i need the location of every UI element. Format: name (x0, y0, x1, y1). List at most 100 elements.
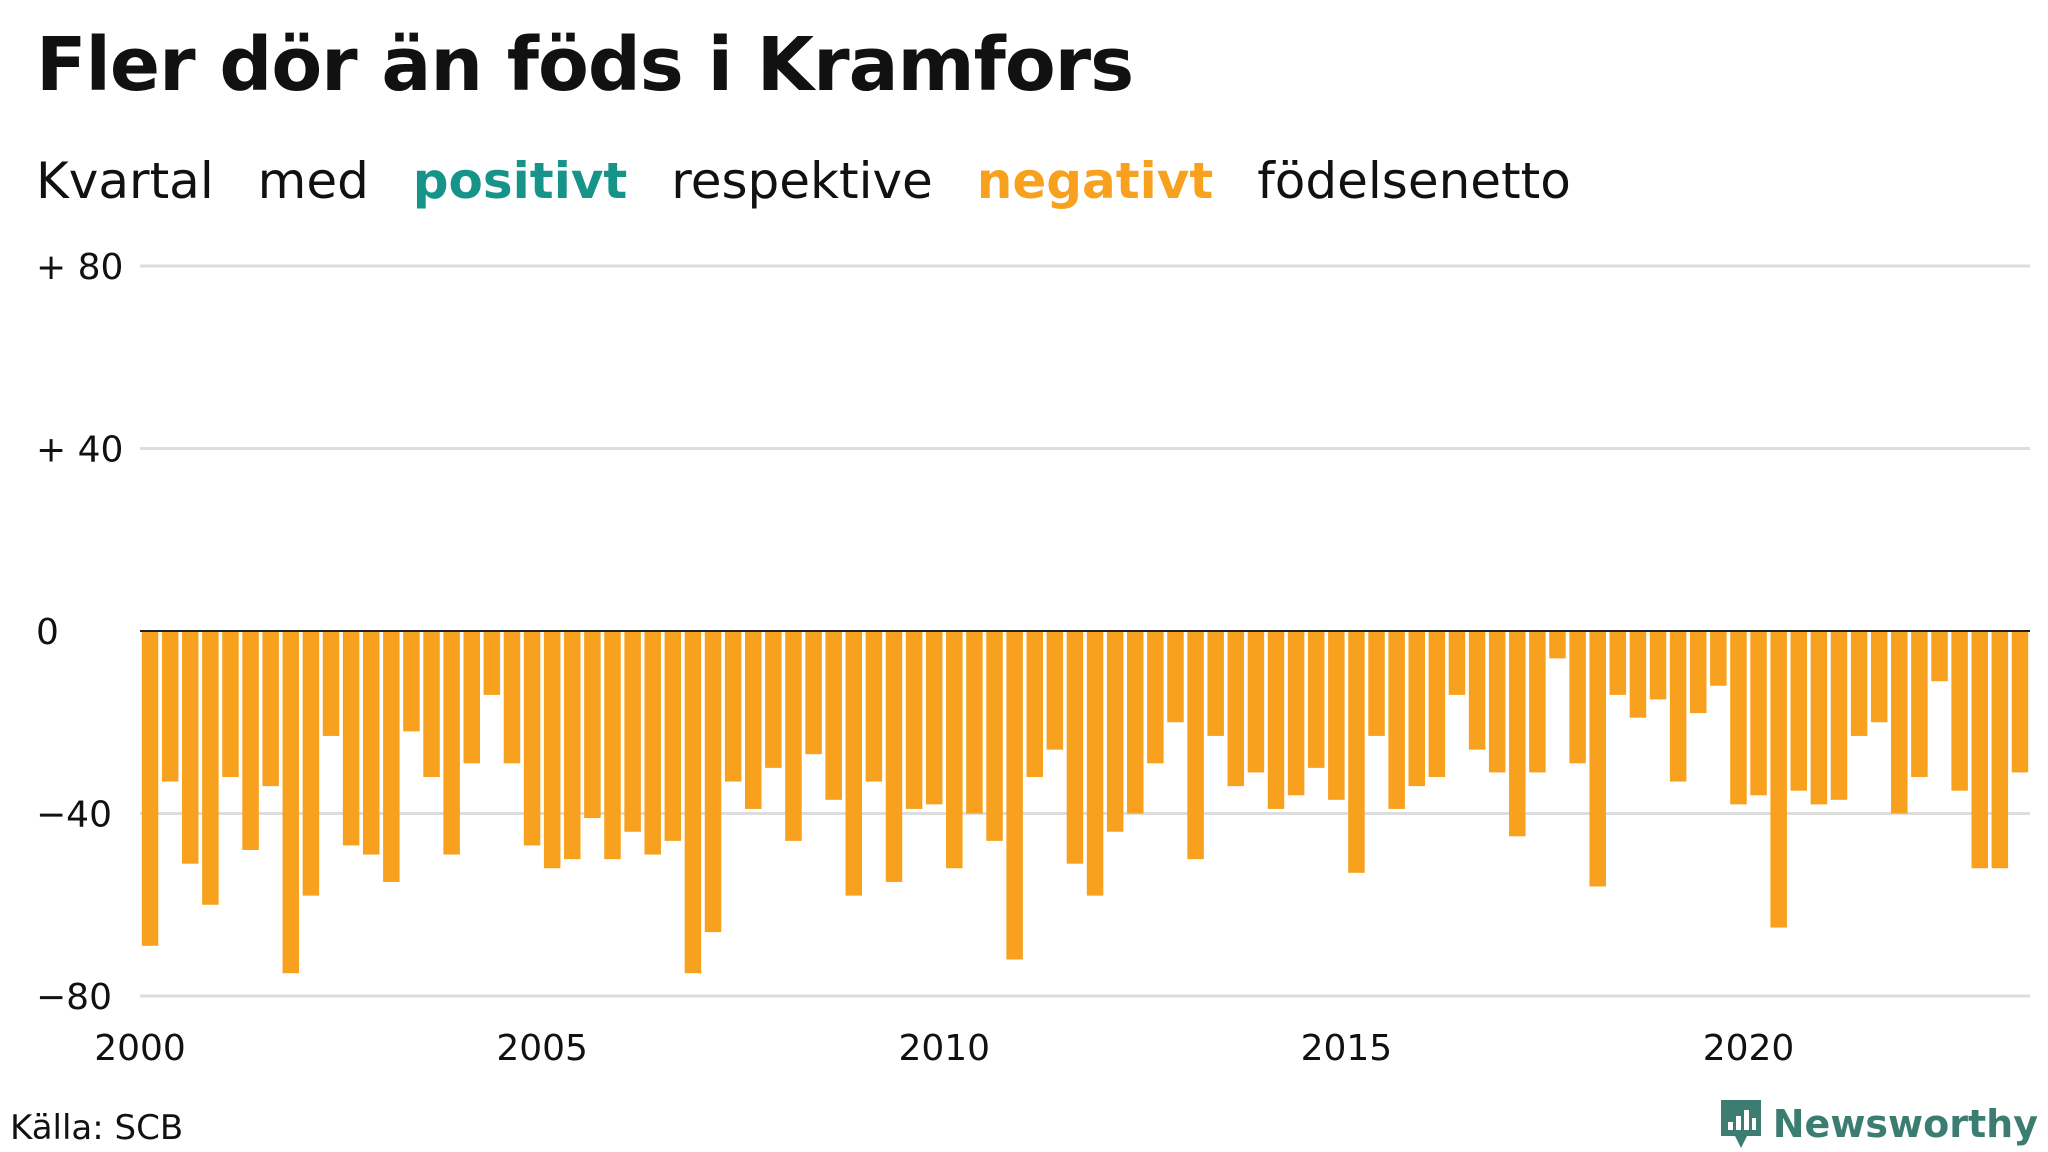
bar (1891, 631, 1908, 814)
bar (1951, 631, 1968, 791)
bar (1187, 631, 1204, 860)
bar (1730, 631, 1747, 805)
bar (825, 631, 842, 800)
y-tick-label: + 40 (36, 430, 123, 471)
x-tick-label: 2005 (496, 1028, 588, 1069)
bar (1649, 631, 1667, 700)
bar (1328, 631, 1345, 800)
bar (423, 631, 440, 777)
subtitle-word: med (257, 152, 369, 210)
bar (1810, 631, 1828, 805)
bar (1991, 631, 2009, 869)
bar (624, 631, 641, 832)
bar (443, 631, 460, 855)
bar (141, 631, 159, 946)
bar (1690, 631, 1707, 714)
bar (1710, 631, 1727, 686)
bar (523, 631, 541, 846)
bar (1267, 631, 1285, 809)
bar (403, 631, 420, 732)
bar (302, 631, 320, 896)
bar (1408, 631, 1425, 787)
bar (1247, 631, 1265, 773)
bar (1086, 631, 1104, 896)
bar (2011, 631, 2029, 773)
bar (1167, 631, 1184, 723)
bar (1629, 631, 1647, 718)
bar (724, 631, 742, 782)
bar (1428, 631, 1446, 777)
bar (1669, 631, 1687, 782)
bar (1911, 631, 1928, 777)
bar (966, 631, 983, 814)
brand-logo: Newsworthy (1717, 1096, 2038, 1152)
bar (1468, 631, 1486, 750)
bar (1488, 631, 1506, 773)
bar (282, 631, 300, 974)
bar (1870, 631, 1888, 723)
bar (885, 631, 903, 882)
bar (1850, 631, 1868, 736)
bar (1006, 631, 1023, 960)
bar (1227, 631, 1245, 787)
source-note: Källa: SCB (10, 1108, 184, 1148)
x-tick-label: 2020 (1703, 1028, 1795, 1069)
bar (161, 631, 179, 782)
bar (664, 631, 682, 841)
bar (865, 631, 883, 782)
bar (1448, 631, 1466, 695)
bar-chart: + 80 + 40 0 −40 −80 2000 2005 2010 2015 2020 (36, 247, 2030, 1069)
bar (785, 631, 802, 841)
bar (1388, 631, 1405, 809)
y-tick-label: 0 (36, 612, 59, 653)
bar (383, 631, 400, 882)
bar (503, 631, 521, 764)
bar (986, 631, 1003, 841)
bar (362, 631, 380, 855)
bar (946, 631, 963, 869)
bar (1569, 631, 1586, 764)
bar (805, 631, 822, 755)
legend-positive: positivt (412, 152, 628, 210)
bar (1790, 631, 1808, 791)
bar (845, 631, 863, 896)
bar (644, 631, 661, 855)
bar (1589, 631, 1606, 887)
bar (342, 631, 360, 846)
x-tick-label: 2000 (94, 1028, 186, 1069)
brand-name: Newsworthy (1772, 1102, 2038, 1146)
chart-title: Fler dör än föds i Kramfors (36, 22, 1134, 108)
bar (1971, 631, 1988, 869)
bar (1931, 631, 1948, 682)
bar (1147, 631, 1164, 764)
bar (1348, 631, 1365, 873)
y-tick-label: −80 (36, 977, 112, 1018)
y-tick-label: −40 (36, 795, 112, 836)
bar (1368, 631, 1385, 736)
bar (483, 631, 501, 695)
bar (1770, 631, 1787, 928)
newsworthy-logo-icon (1720, 1100, 1761, 1148)
legend-negative: negativt (976, 152, 1214, 210)
y-tick-label: + 80 (36, 247, 123, 288)
bar (1046, 631, 1064, 750)
bar (765, 631, 782, 768)
bar (182, 631, 199, 864)
bar (1287, 631, 1305, 796)
bar (1307, 631, 1325, 768)
bar (564, 631, 581, 860)
bar (1127, 631, 1144, 814)
subtitle-word: Kvartal (36, 152, 214, 210)
bar (1106, 631, 1124, 832)
bar (463, 631, 480, 764)
bar (543, 631, 561, 869)
bar (242, 631, 259, 850)
x-tick-label: 2010 (898, 1028, 990, 1069)
chart-subtitle: Kvartal med positivt respektive negativt… (36, 152, 1599, 210)
x-tick-label: 2015 (1301, 1028, 1393, 1069)
bar (584, 631, 601, 819)
bar (905, 631, 923, 809)
bar (222, 631, 239, 777)
bar (1509, 631, 1526, 837)
bar (1026, 631, 1043, 777)
